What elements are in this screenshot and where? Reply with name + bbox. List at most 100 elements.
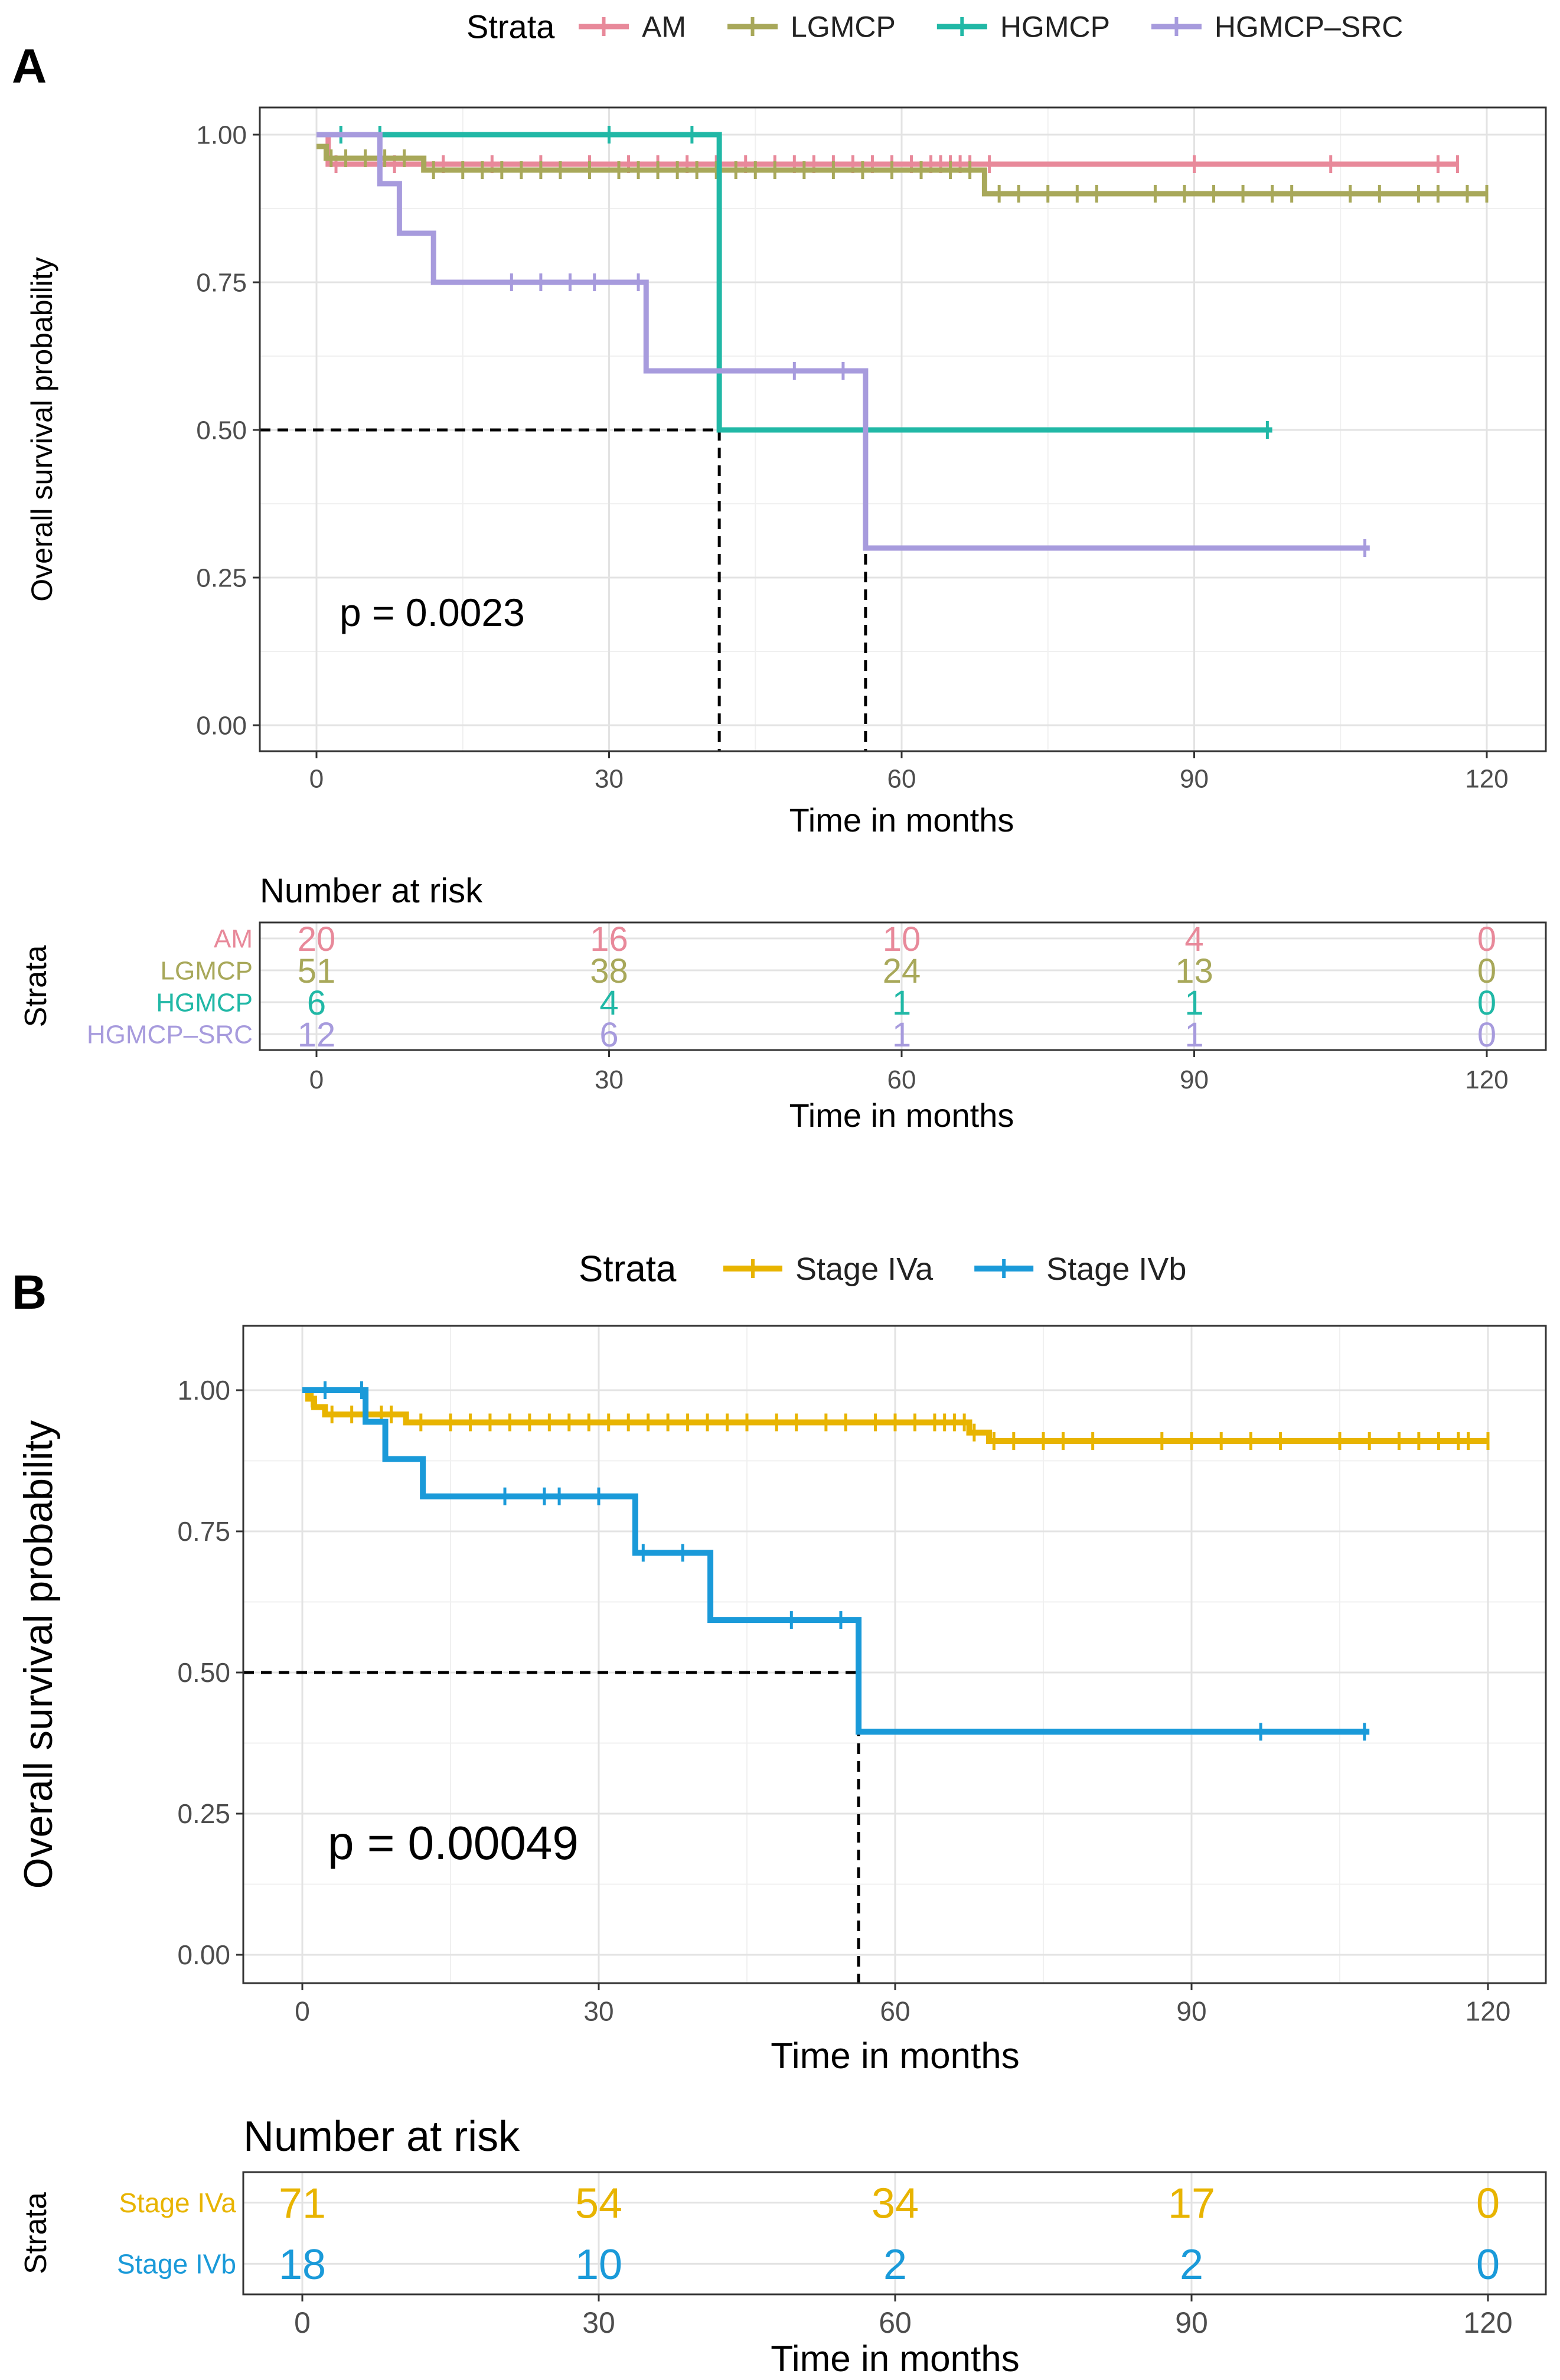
risk-count: 54 (575, 2180, 622, 2228)
x-axis-label: Time in months (789, 801, 1014, 839)
survival-curve (316, 144, 1487, 197)
risk-count: 0 (1477, 920, 1496, 958)
legend-item: HGMCP (936, 11, 1110, 44)
risk-x-tick-label: 30 (582, 2306, 615, 2339)
risk-count: 24 (883, 952, 921, 990)
risk-x-tick-label: 120 (1463, 2306, 1512, 2339)
risk-row-name: AM (214, 924, 253, 953)
risk-count: 71 (279, 2180, 326, 2228)
y-tick-label: 0.00 (196, 711, 247, 740)
risk-count: 0 (1476, 2180, 1500, 2228)
risk-table-background (260, 922, 1546, 1050)
risk-count: 20 (298, 920, 336, 958)
y-tick-label: 0.50 (177, 1657, 230, 1688)
risk-count: 51 (298, 952, 336, 990)
risk-count: 0 (1476, 2241, 1500, 2288)
risk-table-title: Number at risk (243, 2113, 520, 2160)
series-hgmcp-src (316, 132, 1370, 557)
legend-item: Stage IVa (723, 1251, 934, 1287)
survival-curve (302, 1387, 1370, 1735)
x-tick-label: 0 (309, 765, 324, 794)
risk-table-title: Number at risk (260, 872, 483, 910)
p-value: p = 0.00049 (328, 1817, 579, 1869)
risk-count: 2 (1180, 2241, 1203, 2288)
legend-entry: Stage IVa (795, 1251, 934, 1287)
risk-x-tick-label: 30 (595, 1065, 624, 1094)
y-tick-label: 0.25 (177, 1798, 230, 1829)
risk-count: 1 (1184, 1016, 1203, 1054)
legend-item: Stage IVb (974, 1251, 1186, 1287)
survival-curve (316, 132, 1272, 433)
risk-count: 13 (1175, 952, 1213, 990)
risk-count: 34 (872, 2180, 919, 2228)
risk-count: 4 (1184, 920, 1203, 958)
risk-x-axis-label: Time in months (771, 2339, 1020, 2379)
y-tick-label: 0.50 (196, 416, 247, 445)
risk-count: 6 (307, 984, 326, 1022)
legend-item: HGMCP–SRC (1151, 11, 1403, 44)
risk-x-tick-label: 60 (887, 1065, 916, 1094)
y-tick-label: 1.00 (196, 120, 247, 149)
risk-count: 1 (892, 1016, 911, 1054)
risk-count: 10 (883, 920, 921, 958)
panel-label: A (12, 40, 47, 93)
risk-table-border (259, 921, 1547, 1051)
y-axis-label: Overall survival probability (16, 1420, 61, 1889)
survival-curve (316, 132, 1370, 551)
risk-strata-label: Strata (19, 2192, 53, 2274)
risk-x-tick-label: 0 (294, 2306, 311, 2339)
risk-count: 38 (590, 952, 628, 990)
risk-x-tick-label: 120 (1465, 1065, 1508, 1094)
x-tick-label: 30 (595, 765, 624, 794)
risk-x-tick-label: 90 (1180, 1065, 1209, 1094)
risk-x-tick-label: 0 (309, 1065, 324, 1094)
x-tick-label: 60 (880, 1996, 910, 2026)
legend-item: AM (579, 11, 686, 44)
x-tick-label: 30 (583, 1996, 613, 2026)
y-tick-label: 0.00 (177, 1939, 230, 1970)
risk-count: 6 (599, 1016, 618, 1054)
legend-entry: Stage IVb (1046, 1251, 1186, 1287)
risk-x-tick-label: 60 (879, 2306, 912, 2339)
plot-area (236, 1325, 1547, 1990)
x-tick-label: 90 (1176, 1996, 1206, 2026)
risk-x-axis-label: Time in months (789, 1097, 1014, 1134)
risk-count: 1 (892, 984, 911, 1022)
y-tick-label: 0.75 (177, 1516, 230, 1547)
risk-row-name: HGMCP (156, 988, 253, 1017)
x-tick-label: 90 (1180, 765, 1209, 794)
x-axis-label: Time in months (771, 2036, 1020, 2076)
risk-count: 4 (599, 984, 618, 1022)
legend: Strata Stage IVa Stage IVb (579, 1249, 1186, 1290)
p-value: p = 0.0023 (340, 591, 525, 634)
risk-row-name: Stage IVa (119, 2187, 236, 2218)
legend-entry: AM (642, 11, 686, 44)
x-tick-label: 60 (887, 765, 916, 794)
panel-a: A Strata AM LGMCP HGMCP HGMCP–SRC 0.00 0.25 0.50… (12, 8, 1547, 1134)
legend-entry: LGMCP (791, 11, 896, 44)
y-axis-label: Overall survival probability (25, 257, 58, 602)
risk-row-name: LGMCP (161, 956, 253, 985)
series-stage-ivb (302, 1381, 1370, 1741)
risk-count: 0 (1477, 984, 1496, 1022)
risk-strata-label: Strata (19, 946, 53, 1028)
legend-title: Strata (466, 8, 555, 45)
legend: Strata AM LGMCP HGMCP HGMCP–SRC (466, 8, 1403, 45)
risk-count: 2 (883, 2241, 907, 2288)
series-lgmcp (316, 144, 1489, 203)
risk-count: 18 (279, 2241, 326, 2288)
legend-title: Strata (579, 1249, 677, 1290)
risk-row-name: HGMCP–SRC (87, 1020, 253, 1049)
legend-item: LGMCP (727, 11, 896, 44)
risk-count: 17 (1168, 2180, 1215, 2228)
risk-count: 12 (298, 1016, 336, 1054)
risk-count: 1 (1184, 984, 1203, 1022)
y-tick-label: 1.00 (177, 1375, 230, 1406)
risk-count: 10 (575, 2241, 622, 2288)
y-tick-label: 0.75 (196, 268, 247, 297)
legend-entry: HGMCP (1000, 11, 1110, 44)
risk-count: 0 (1477, 1016, 1496, 1054)
